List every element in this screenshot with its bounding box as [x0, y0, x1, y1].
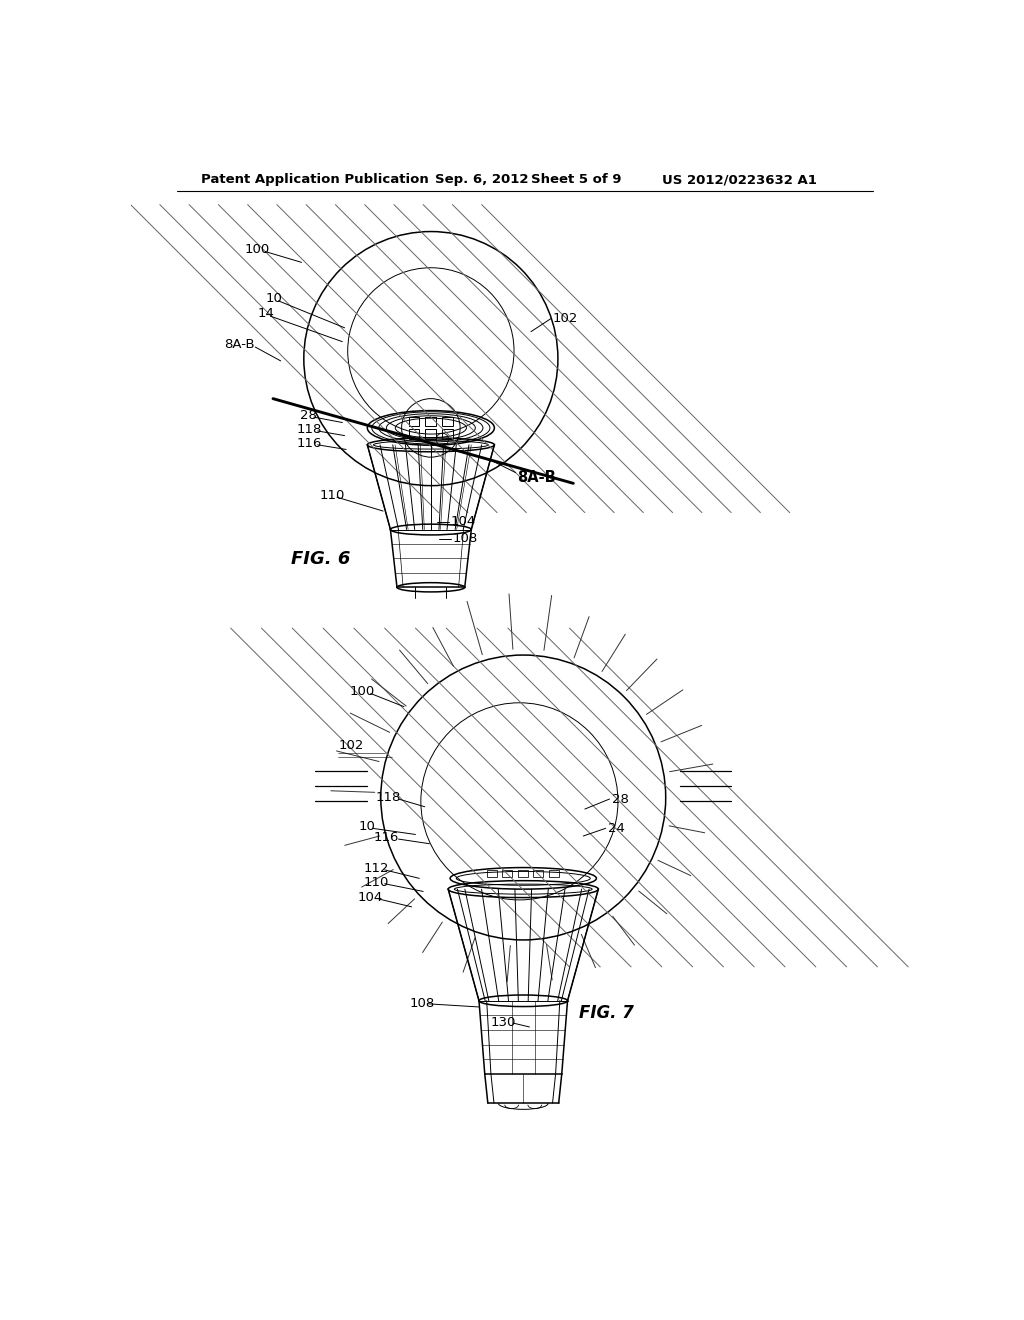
- Text: Patent Application Publication: Patent Application Publication: [202, 173, 429, 186]
- Bar: [518, 870, 528, 876]
- Text: Sheet 5 of 9: Sheet 5 of 9: [531, 173, 622, 186]
- Text: 118: 118: [376, 791, 400, 804]
- Bar: [503, 870, 512, 876]
- Bar: [487, 870, 497, 876]
- Text: 14: 14: [258, 308, 274, 321]
- Text: 24: 24: [608, 822, 625, 834]
- Text: FIG. 7: FIG. 7: [579, 1005, 634, 1022]
- Text: 110: 110: [319, 490, 345, 502]
- Text: 130: 130: [490, 1016, 516, 1028]
- Text: 102: 102: [553, 312, 578, 325]
- Text: US 2012/0223632 A1: US 2012/0223632 A1: [662, 173, 817, 186]
- Text: 8A-B: 8A-B: [224, 338, 255, 351]
- Bar: [549, 870, 559, 876]
- Text: 108: 108: [453, 532, 477, 545]
- Text: 104: 104: [357, 891, 383, 904]
- Text: Sep. 6, 2012: Sep. 6, 2012: [435, 173, 528, 186]
- Text: 112: 112: [364, 862, 388, 875]
- Text: 10: 10: [358, 820, 376, 833]
- Text: 116: 116: [373, 832, 398, 843]
- Text: FIG. 6: FIG. 6: [291, 550, 350, 568]
- Text: 100: 100: [350, 685, 375, 698]
- Text: 28: 28: [300, 409, 316, 422]
- Bar: [534, 870, 544, 876]
- Text: 28: 28: [611, 792, 629, 805]
- Text: 108: 108: [410, 998, 434, 1010]
- Text: 110: 110: [364, 875, 388, 888]
- Text: 116: 116: [296, 437, 322, 450]
- Text: 118: 118: [296, 422, 322, 436]
- Text: 100: 100: [245, 243, 269, 256]
- Text: 102: 102: [339, 739, 364, 751]
- Text: 104: 104: [451, 515, 475, 528]
- Text: 10: 10: [265, 292, 283, 305]
- Text: 8A-B: 8A-B: [517, 470, 556, 486]
